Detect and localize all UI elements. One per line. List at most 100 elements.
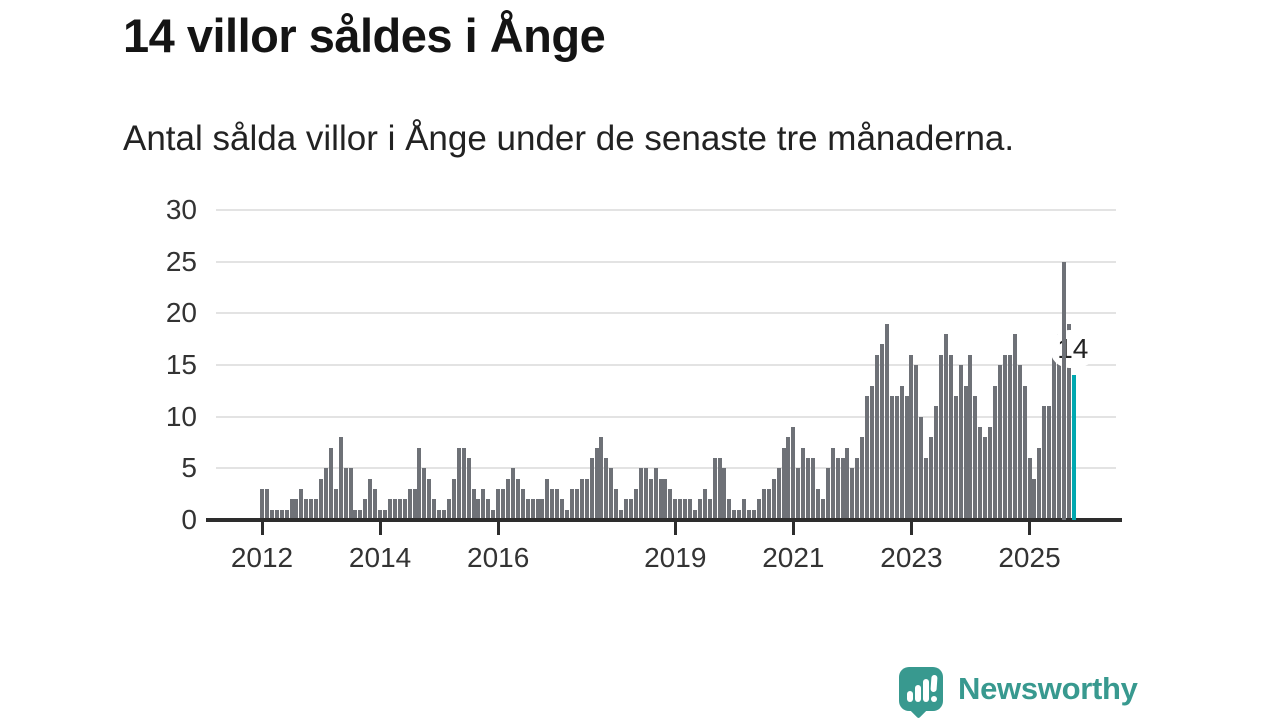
bar-month (392, 499, 397, 520)
bar-month (422, 468, 427, 520)
bar-month (466, 458, 471, 520)
bar-month (343, 468, 348, 520)
bar-month (909, 354, 914, 520)
bar-month (319, 478, 324, 520)
bar-month (722, 468, 727, 520)
bar-month (333, 489, 338, 520)
bar-month (555, 489, 560, 520)
bar-month (614, 489, 619, 520)
bar-month (811, 458, 816, 520)
bar-month (525, 499, 530, 520)
bar-month (742, 499, 747, 520)
bar-month (678, 499, 683, 520)
bar-month (929, 437, 934, 520)
bar-month (865, 396, 870, 520)
gridline (216, 415, 1116, 418)
bar-month (584, 478, 589, 520)
bar-month (993, 385, 998, 520)
bar-month (579, 478, 584, 520)
bar-month (565, 509, 570, 520)
bar-month (806, 458, 811, 520)
x-axis-tick (1028, 522, 1032, 535)
bar-month (643, 468, 648, 520)
bar-month (786, 437, 791, 520)
bar-month (919, 416, 924, 520)
bar-month (958, 365, 963, 520)
bar-month (884, 323, 889, 520)
bar-month (624, 499, 629, 520)
x-axis-label: 2019 (644, 542, 707, 573)
bar-month (481, 489, 486, 520)
bar-month (353, 509, 358, 520)
bar-month (442, 509, 447, 520)
bar-month (545, 478, 550, 520)
bar-month (609, 468, 614, 520)
bar-month (589, 458, 594, 520)
bar-month (688, 499, 693, 520)
bar-month (899, 385, 904, 520)
x-axis-tick (673, 522, 677, 535)
bar-month (510, 468, 515, 520)
x-axis-label: 2023 (880, 542, 943, 573)
bar-month (717, 458, 722, 520)
bar-month (943, 334, 948, 520)
bar-month (978, 427, 983, 520)
bar-month (486, 499, 491, 520)
bar-month (456, 447, 461, 520)
bar-month (653, 468, 658, 520)
logo-exclamation-bar (930, 674, 938, 693)
x-axis-tick (378, 522, 382, 535)
bar-month (781, 447, 786, 520)
bar-month (796, 468, 801, 520)
bar-month (397, 499, 402, 520)
bar-month (599, 437, 604, 520)
bar-month (934, 406, 939, 520)
bar-month (1022, 385, 1027, 520)
bar-month (304, 499, 309, 520)
bar-month (269, 509, 274, 520)
bar-month (373, 489, 378, 520)
gridline (216, 312, 1116, 315)
y-axis-label: 30 (165, 194, 197, 225)
speech-bubble-bar-chart-icon (899, 667, 943, 719)
newsworthy-logo-text: Newsworthy (958, 671, 1138, 706)
bar-month (560, 499, 565, 520)
bar-month (791, 427, 796, 520)
bar-month (766, 489, 771, 520)
gridline (216, 467, 1116, 470)
chart-subtitle: Antal sålda villor i Ånge under de senas… (123, 119, 1015, 158)
bar-month (446, 499, 451, 520)
bar-month (264, 489, 269, 520)
bar-month (328, 447, 333, 520)
y-axis-label: 15 (165, 349, 197, 380)
bar-month (1027, 458, 1032, 520)
bar-month (727, 499, 732, 520)
bar-month (432, 499, 437, 520)
y-axis-label: 10 (165, 400, 197, 432)
x-axis-tick (260, 522, 264, 535)
bar-month (530, 499, 535, 520)
bar-month (309, 499, 314, 520)
bar-month (973, 396, 978, 520)
bar-month (948, 354, 953, 520)
bar-month (658, 478, 663, 520)
bar-month (953, 396, 958, 520)
bar-month (383, 509, 387, 520)
bar-month (417, 447, 422, 520)
bar-month (501, 489, 506, 520)
bar-month (1061, 261, 1066, 520)
bar-month (663, 478, 668, 520)
bar-month (879, 344, 884, 520)
x-axis-label: 2021 (762, 542, 825, 573)
bar-month (520, 489, 525, 520)
bar-month (358, 509, 363, 520)
bar-month (1017, 365, 1022, 520)
bar-month (904, 396, 909, 520)
logo-exclamation-dot (931, 696, 937, 702)
bar-month (968, 354, 973, 520)
bar-month (348, 468, 353, 520)
bar-month (633, 489, 638, 520)
bar-month (697, 499, 702, 520)
bar-month (737, 509, 742, 520)
